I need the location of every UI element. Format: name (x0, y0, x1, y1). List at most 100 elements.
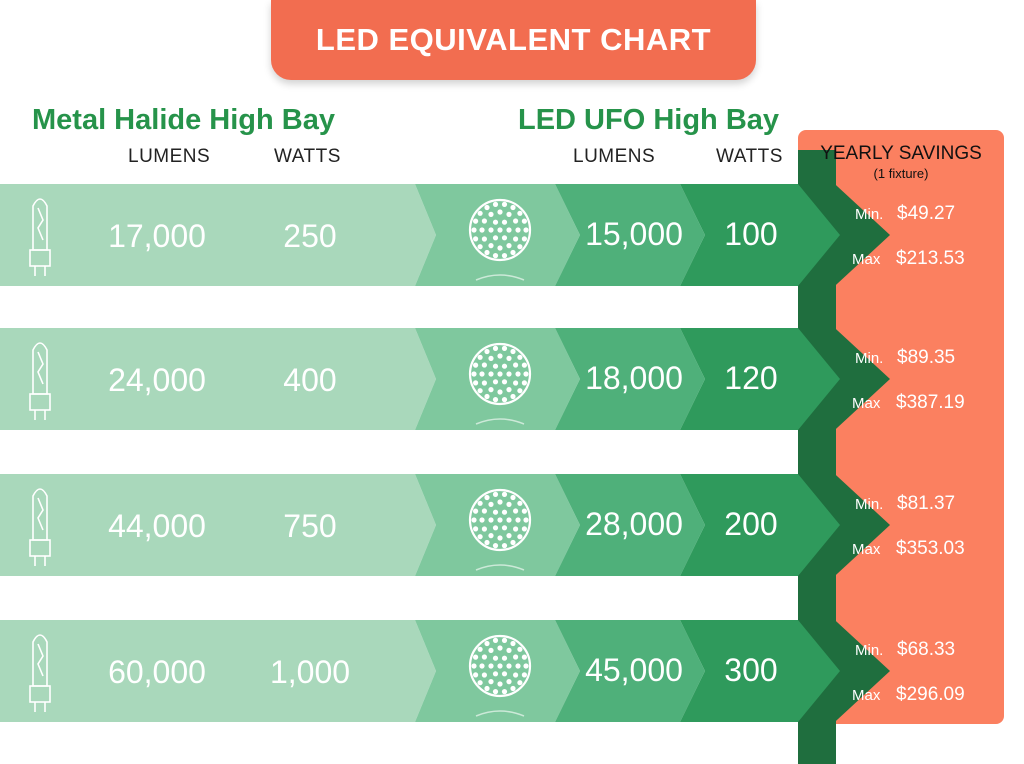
led-dot (488, 243, 494, 249)
led-dot (479, 663, 485, 669)
led-ring (468, 198, 532, 262)
bulb-glass (32, 634, 48, 687)
led-dot (471, 371, 477, 377)
led-dot (492, 655, 499, 661)
led-dot (517, 534, 523, 540)
led-dot (513, 526, 519, 532)
led-dot (481, 236, 487, 242)
mh-watts-value: 1,000 (270, 654, 350, 690)
led-dot (479, 371, 485, 377)
led-dot (506, 371, 512, 377)
led-reflection (475, 418, 525, 425)
led-dot (506, 647, 512, 654)
led-dot (484, 640, 490, 647)
savings-min-value: $89.35 (897, 347, 955, 368)
led-dot (488, 501, 494, 507)
led-dot (488, 517, 494, 523)
led-dot (517, 500, 523, 506)
led-dot (497, 663, 503, 669)
led-dot (492, 253, 499, 259)
led-dot (484, 393, 490, 400)
led-dot (497, 499, 503, 505)
savings-max-value: $213.53 (896, 248, 965, 269)
led-dot (506, 663, 512, 669)
bulb-base (29, 539, 51, 557)
led-dot (517, 244, 523, 250)
led-dot (521, 218, 528, 224)
led-dot (501, 543, 508, 549)
led-dot (477, 500, 483, 506)
led-dot (515, 227, 521, 233)
led-dot (473, 362, 479, 368)
bulb-filament (37, 207, 44, 241)
led-lumens-column-header: LUMENS (573, 146, 656, 167)
bulb-glass (32, 342, 48, 395)
led-dot (492, 235, 499, 241)
mh-lumens-value: 17,000 (108, 218, 206, 254)
led-dot (506, 517, 512, 523)
led-ring (468, 488, 532, 552)
led-dot (481, 672, 487, 678)
led-dot (484, 539, 490, 546)
led-dot (473, 218, 479, 224)
bulb-base (29, 249, 51, 267)
led-ufo-icon (468, 342, 532, 425)
led-dot (523, 227, 529, 233)
led-dot (501, 201, 508, 207)
led-dot (481, 526, 487, 532)
led-dot (513, 380, 519, 386)
metal-halide-bulb-icon (29, 634, 51, 712)
led-dot (481, 362, 487, 368)
led-dot (501, 655, 508, 661)
led-dot (488, 663, 494, 669)
led-ufo-header: LED UFO High Bay (518, 104, 780, 136)
savings-max-value: $296.09 (896, 684, 965, 705)
led-reflection (475, 710, 525, 717)
led-dot (521, 508, 528, 514)
led-ufo-icon (468, 198, 532, 281)
led-dot (523, 517, 529, 523)
led-dot (497, 645, 503, 651)
led-dot (521, 236, 528, 242)
led-dot (497, 389, 503, 395)
led-dot (506, 355, 512, 361)
led-dot (484, 204, 490, 211)
led-dot (471, 227, 477, 233)
led-dot (477, 646, 483, 652)
led-dot (492, 525, 499, 531)
savings-max-label: Max (852, 541, 881, 558)
led-dot (473, 236, 479, 242)
savings-min-label: Min. (855, 496, 883, 513)
led-dot (492, 689, 499, 695)
led-lumens-band (555, 184, 705, 286)
led-dot (506, 501, 512, 507)
led-icon-band (415, 620, 580, 722)
led-dot (492, 671, 499, 677)
led-dot (484, 685, 490, 692)
led-dot (488, 211, 494, 217)
led-dot (501, 363, 508, 369)
led-dot (506, 227, 512, 233)
led-dot (484, 494, 490, 501)
led-dot (488, 647, 494, 654)
led-dot (501, 525, 508, 531)
mh-watts-column-header: WATTS (274, 146, 341, 167)
led-dot (510, 640, 516, 647)
led-dot (477, 388, 483, 394)
savings-max-label: Max (852, 395, 881, 412)
led-dot (501, 689, 508, 695)
led-watts-band (680, 184, 840, 286)
led-lumens-value: 28,000 (585, 506, 683, 542)
led-watts-column-header: WATTS (716, 146, 783, 167)
led-dot (473, 654, 479, 660)
led-watts-value: 300 (724, 652, 777, 688)
led-dot (501, 379, 508, 385)
led-dot (517, 646, 523, 652)
led-dot (506, 243, 512, 249)
led-dot (479, 227, 485, 233)
yearly-savings-subtitle: (1 fixture) (873, 166, 929, 181)
led-dot (492, 509, 499, 515)
led-dot (513, 236, 519, 242)
led-watts-value: 120 (724, 360, 777, 396)
led-dot (501, 509, 508, 515)
